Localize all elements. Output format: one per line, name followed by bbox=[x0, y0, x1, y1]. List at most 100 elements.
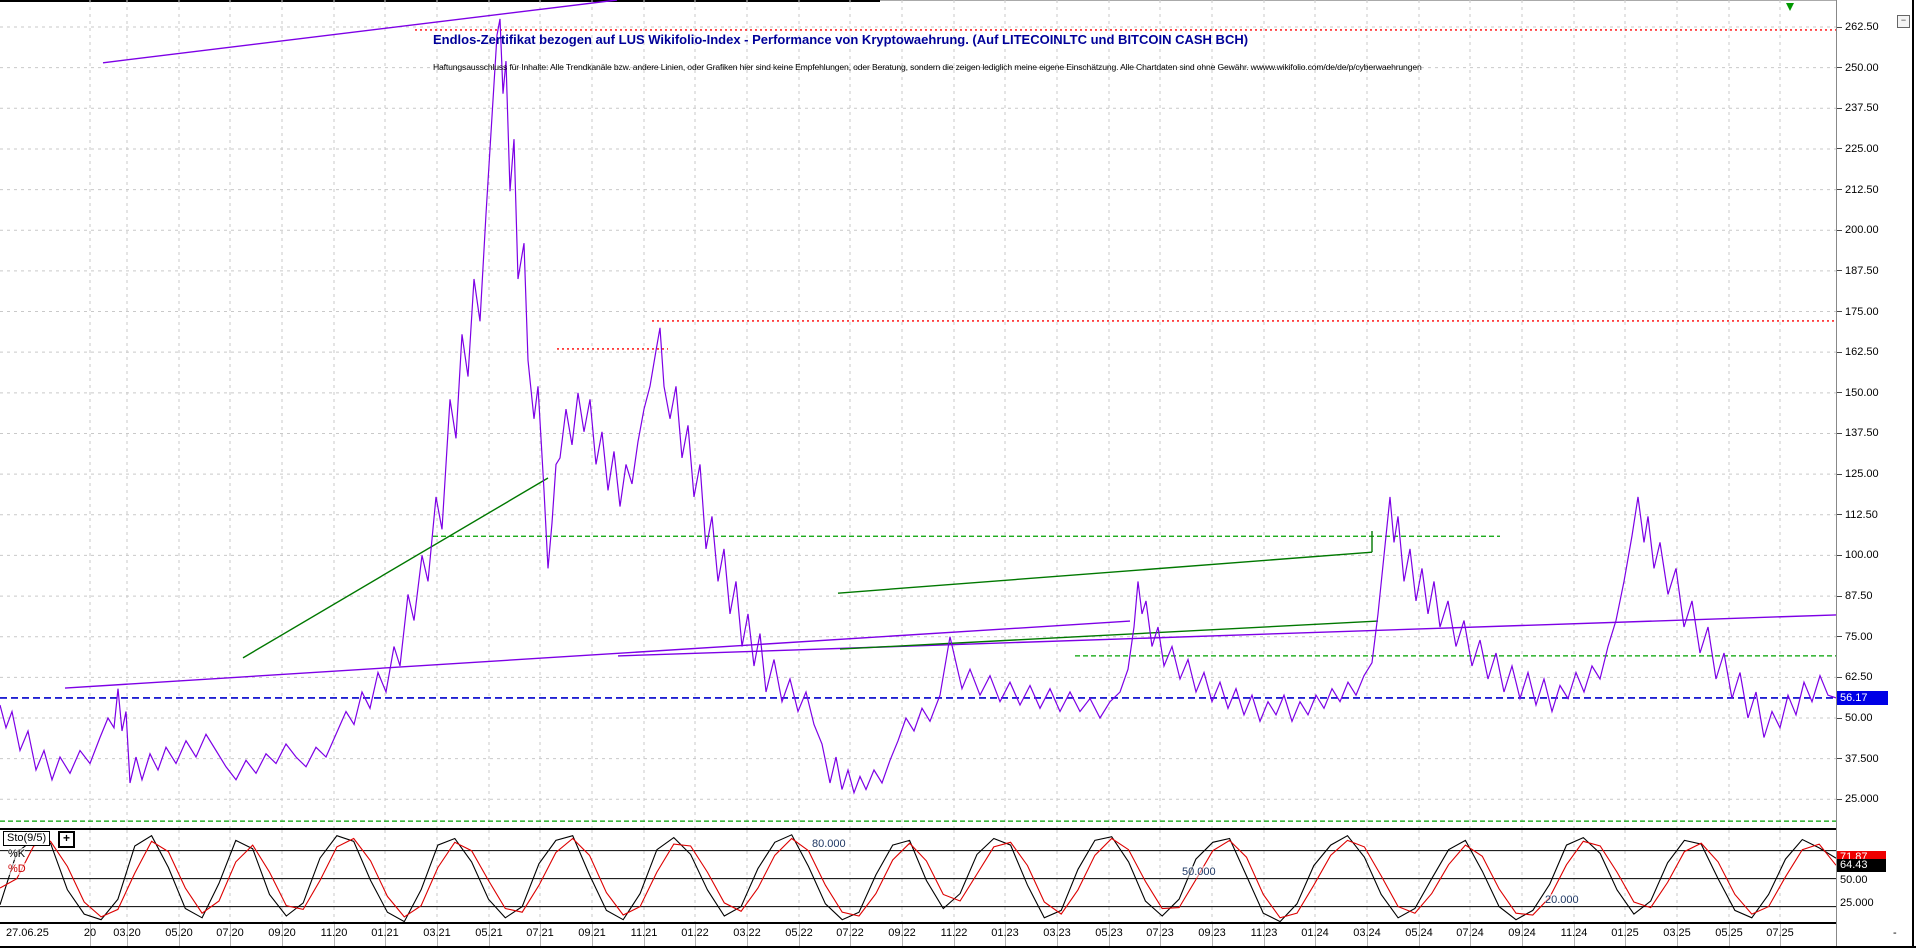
x-axis-label: 11.22 bbox=[940, 927, 968, 939]
x-axis-label: 03.22 bbox=[733, 927, 761, 939]
y-axis-label: 25.000 bbox=[1845, 793, 1879, 806]
x-axis-label: 01.25 bbox=[1611, 927, 1639, 939]
sto-d-line bbox=[0, 837, 1836, 919]
x-axis-label: 09.20 bbox=[268, 927, 296, 939]
x-axis-tick bbox=[644, 924, 645, 946]
current-price-badge: 56.17 bbox=[1837, 690, 1888, 705]
x-axis-tick bbox=[437, 924, 438, 946]
y-axis-tick bbox=[1837, 26, 1842, 28]
x-axis-label: 07.20 bbox=[216, 927, 244, 939]
y-axis-label: 262.50 bbox=[1845, 21, 1879, 33]
y-axis-label: 87.50 bbox=[1845, 590, 1873, 603]
x-axis-label: 05.25 bbox=[1715, 927, 1743, 939]
window-bottom-border bbox=[0, 946, 1916, 948]
y-axis-label: 37.500 bbox=[1845, 752, 1879, 765]
price-line bbox=[0, 18, 1836, 795]
y-axis-label: 162.50 bbox=[1845, 346, 1879, 359]
y-axis-tick bbox=[1837, 758, 1842, 760]
x-axis-tick bbox=[1522, 924, 1523, 946]
x-axis-tick bbox=[1264, 924, 1265, 946]
y-axis-tick bbox=[1837, 717, 1842, 719]
upper-channel-line bbox=[102, 0, 618, 64]
y-axis-tick bbox=[1837, 554, 1842, 556]
collapse-button[interactable]: − bbox=[1897, 15, 1910, 28]
x-axis-tick bbox=[127, 924, 128, 946]
y-axis-tick bbox=[1837, 392, 1842, 394]
x-axis-label: 01.21 bbox=[371, 927, 399, 939]
axis-corner: - bbox=[1837, 924, 1912, 946]
y-axis-tick bbox=[1837, 432, 1842, 434]
sto-d-label: %D bbox=[8, 863, 26, 875]
y-axis-label: 200.00 bbox=[1845, 224, 1879, 237]
x-axis-tick bbox=[747, 924, 748, 946]
x-axis-tick bbox=[1625, 924, 1626, 946]
x-axis-tick bbox=[1109, 924, 1110, 946]
x-axis-tick bbox=[1367, 924, 1368, 946]
x-axis-tick bbox=[799, 924, 800, 946]
axis-outer-border bbox=[1912, 0, 1914, 948]
y-axis-tick bbox=[1837, 798, 1842, 800]
y-axis-tick bbox=[1837, 473, 1842, 475]
x-axis-label: 05.20 bbox=[165, 927, 193, 939]
sto-axis-label: 25.000 bbox=[1840, 896, 1874, 909]
x-axis-label: 11.24 bbox=[1560, 927, 1588, 939]
x-axis-tick bbox=[1212, 924, 1213, 946]
y-axis-label: 137.50 bbox=[1845, 427, 1879, 440]
x-axis-tick bbox=[695, 924, 696, 946]
y-axis-label: 225.00 bbox=[1845, 142, 1879, 155]
x-axis-label: 11.23 bbox=[1250, 927, 1278, 939]
x-axis-tick bbox=[1470, 924, 1471, 946]
x-axis-label: 11.20 bbox=[320, 927, 348, 939]
x-axis-label: 09.23 bbox=[1198, 927, 1226, 939]
x-axis-label: 07.25 bbox=[1766, 927, 1794, 939]
x-axis-label: 03.23 bbox=[1043, 927, 1071, 939]
sto-k-line bbox=[0, 834, 1836, 922]
window-top-border bbox=[0, 0, 880, 2]
y-axis-tick bbox=[1837, 270, 1842, 272]
sto-level-label: 50.000 bbox=[1182, 865, 1216, 878]
x-axis-tick bbox=[1005, 924, 1006, 946]
y-axis-label: 150.00 bbox=[1845, 386, 1879, 399]
y-axis-tick bbox=[1837, 229, 1842, 231]
sto-level-label: 20.000 bbox=[1545, 893, 1579, 906]
x-axis-label: 07.21 bbox=[526, 927, 554, 939]
y-axis-tick bbox=[1837, 676, 1842, 678]
y-axis-label: 250.00 bbox=[1845, 61, 1879, 74]
x-axis-label: 03.21 bbox=[423, 927, 451, 939]
y-axis-label: 125.00 bbox=[1845, 468, 1879, 481]
x-axis-tick bbox=[90, 924, 91, 946]
y-axis-tick bbox=[1837, 148, 1842, 150]
axis-corner-label: - bbox=[1893, 927, 1897, 939]
green-trendline-2020-2021 bbox=[242, 477, 549, 659]
x-axis-label: 03.20 bbox=[113, 927, 141, 939]
x-axis-label: 01.24 bbox=[1301, 927, 1329, 939]
price-axis: − 262.50 250.00 237.50 225.00 212.50 200.00 18… bbox=[1837, 0, 1916, 948]
x-axis-label: 03.24 bbox=[1353, 927, 1381, 939]
green-trendline-2022-2024-lower bbox=[839, 620, 1379, 650]
x-axis-label: 05.23 bbox=[1095, 927, 1123, 939]
chart-disclaimer: Haftungsausschluss für Inhalte: Alle Tre… bbox=[433, 62, 1422, 72]
x-axis-tick bbox=[489, 924, 490, 946]
sto-axis-label: 50.00 bbox=[1840, 873, 1868, 886]
x-axis-date-label: 27.06.25 bbox=[6, 927, 49, 939]
y-axis-tick bbox=[1837, 636, 1842, 638]
main-chart bbox=[0, 0, 1836, 829]
lower-channel-line-1 bbox=[64, 620, 1131, 689]
y-axis-label: 187.50 bbox=[1845, 264, 1879, 277]
y-axis-tick bbox=[1837, 107, 1842, 109]
y-axis-tick bbox=[1837, 189, 1842, 191]
indicator-name-label[interactable]: Sto(9/5) bbox=[3, 831, 51, 846]
x-axis-label: 09.24 bbox=[1508, 927, 1536, 939]
x-axis-label: 20 bbox=[83, 927, 97, 939]
plot-right-border bbox=[1836, 0, 1837, 946]
x-axis-label: 05.24 bbox=[1405, 927, 1433, 939]
x-axis-tick bbox=[230, 924, 231, 946]
panel-divider bbox=[0, 828, 1836, 830]
indicator-add-button[interactable]: + bbox=[58, 831, 75, 848]
y-axis-label: 175.00 bbox=[1845, 305, 1879, 318]
y-axis-label: 237.50 bbox=[1845, 102, 1879, 115]
x-axis-tick bbox=[179, 924, 180, 946]
window-top-border-light bbox=[880, 0, 1836, 1]
panel-divider bbox=[0, 922, 1836, 924]
x-axis-label: 05.22 bbox=[785, 927, 813, 939]
